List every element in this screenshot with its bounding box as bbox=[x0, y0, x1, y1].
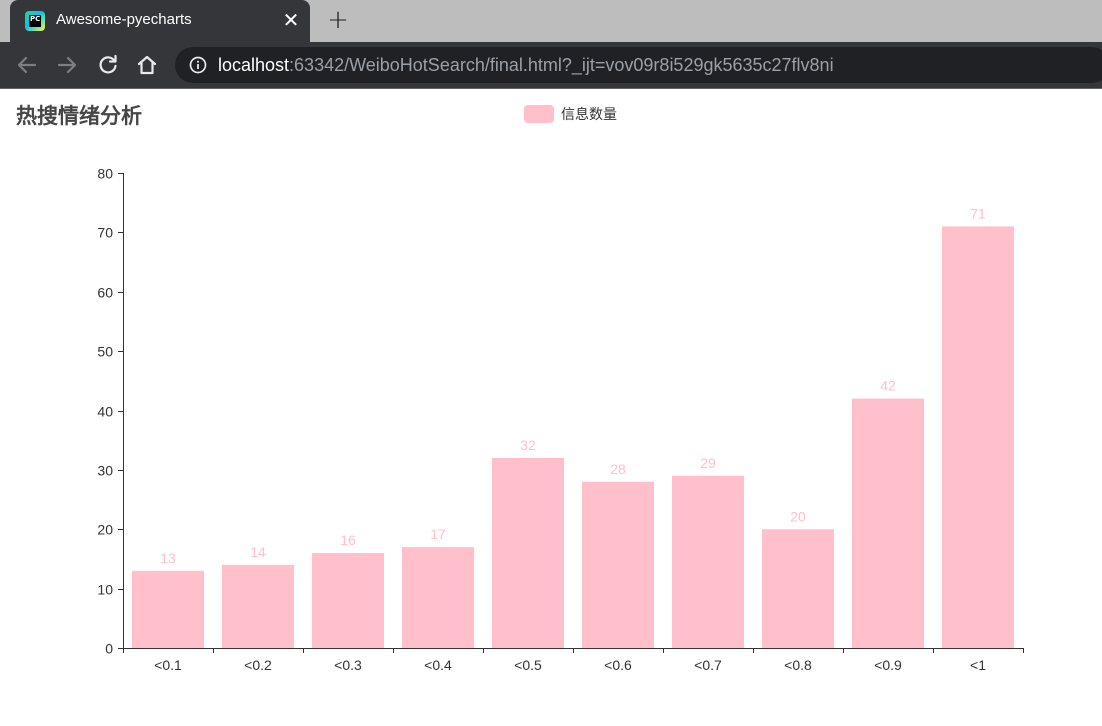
back-arrow-icon[interactable] bbox=[12, 50, 42, 80]
y-tick-label: 50 bbox=[97, 344, 113, 360]
x-tick-label: <0.9 bbox=[874, 657, 902, 673]
x-tick-label: <0.3 bbox=[334, 657, 362, 673]
y-tick-label: 70 bbox=[97, 225, 113, 241]
address-bar[interactable]: localhost:63342/WeiboHotSearch/final.htm… bbox=[175, 47, 1102, 83]
x-tick-label: <0.2 bbox=[244, 657, 272, 673]
x-tick-label: <0.5 bbox=[514, 657, 542, 673]
pycharm-icon: PC bbox=[25, 11, 45, 31]
x-tick-label: <1 bbox=[970, 657, 986, 673]
url-path: :63342/WeiboHotSearch/final.html?_ijt=vo… bbox=[289, 55, 834, 75]
bar bbox=[222, 564, 294, 648]
bar bbox=[132, 570, 204, 648]
data-label: 28 bbox=[610, 461, 626, 477]
data-label: 71 bbox=[970, 205, 986, 221]
tab-title: Awesome-pyecharts bbox=[56, 11, 192, 28]
y-tick-label: 40 bbox=[97, 404, 113, 420]
data-label: 42 bbox=[880, 378, 896, 394]
forward-arrow-icon[interactable] bbox=[52, 50, 82, 80]
data-label: 32 bbox=[520, 437, 536, 453]
y-tick-label: 0 bbox=[105, 641, 113, 657]
y-tick-label: 20 bbox=[97, 522, 113, 538]
legend-swatch bbox=[524, 105, 554, 123]
home-icon[interactable] bbox=[132, 50, 162, 80]
close-tab-icon[interactable]: ✕ bbox=[282, 8, 300, 32]
data-label: 13 bbox=[160, 550, 176, 566]
y-tick-label: 80 bbox=[97, 166, 113, 182]
data-label: 16 bbox=[340, 532, 356, 548]
x-tick-label: <0.4 bbox=[424, 657, 452, 673]
bar bbox=[402, 547, 474, 648]
y-tick-label: 60 bbox=[97, 285, 113, 301]
browser-toolbar: localhost:63342/WeiboHotSearch/final.htm… bbox=[0, 42, 1102, 88]
bar bbox=[492, 458, 564, 648]
data-label: 14 bbox=[250, 544, 266, 560]
tab-strip: PC Awesome-pyecharts ✕ + bbox=[0, 0, 1102, 42]
bar bbox=[852, 398, 924, 648]
x-tick-label: <0.7 bbox=[694, 657, 722, 673]
new-tab-button[interactable]: + bbox=[327, 5, 349, 35]
x-tick-label: <0.8 bbox=[784, 657, 812, 673]
browser-tab[interactable]: PC Awesome-pyecharts ✕ bbox=[10, 0, 310, 42]
bar-chart: 0 10 20 30 40 50 60 70 80 13 <0.1 14 <0.2 16 <0.3 17 <0.… bbox=[97, 166, 1024, 673]
legend-label: 信息数量 bbox=[561, 107, 617, 123]
bar bbox=[672, 475, 744, 648]
data-label: 29 bbox=[700, 455, 716, 471]
toolbar-divider bbox=[0, 88, 1102, 89]
bar bbox=[942, 226, 1014, 648]
bar bbox=[582, 481, 654, 648]
x-tick-label: <0.6 bbox=[604, 657, 632, 673]
data-label: 17 bbox=[430, 526, 446, 542]
chart-title: 热搜情绪分析 bbox=[16, 104, 142, 128]
bar bbox=[312, 553, 384, 648]
url-host: localhost bbox=[218, 55, 290, 75]
url-text[interactable]: localhost:63342/WeiboHotSearch/final.htm… bbox=[218, 55, 834, 76]
info-icon[interactable] bbox=[189, 56, 207, 74]
x-tick-label: <0.1 bbox=[154, 657, 182, 673]
y-tick-label: 10 bbox=[97, 582, 113, 598]
bar bbox=[762, 529, 834, 648]
reload-icon[interactable] bbox=[93, 50, 123, 80]
data-label: 20 bbox=[790, 508, 806, 524]
y-tick-label: 30 bbox=[97, 463, 113, 479]
